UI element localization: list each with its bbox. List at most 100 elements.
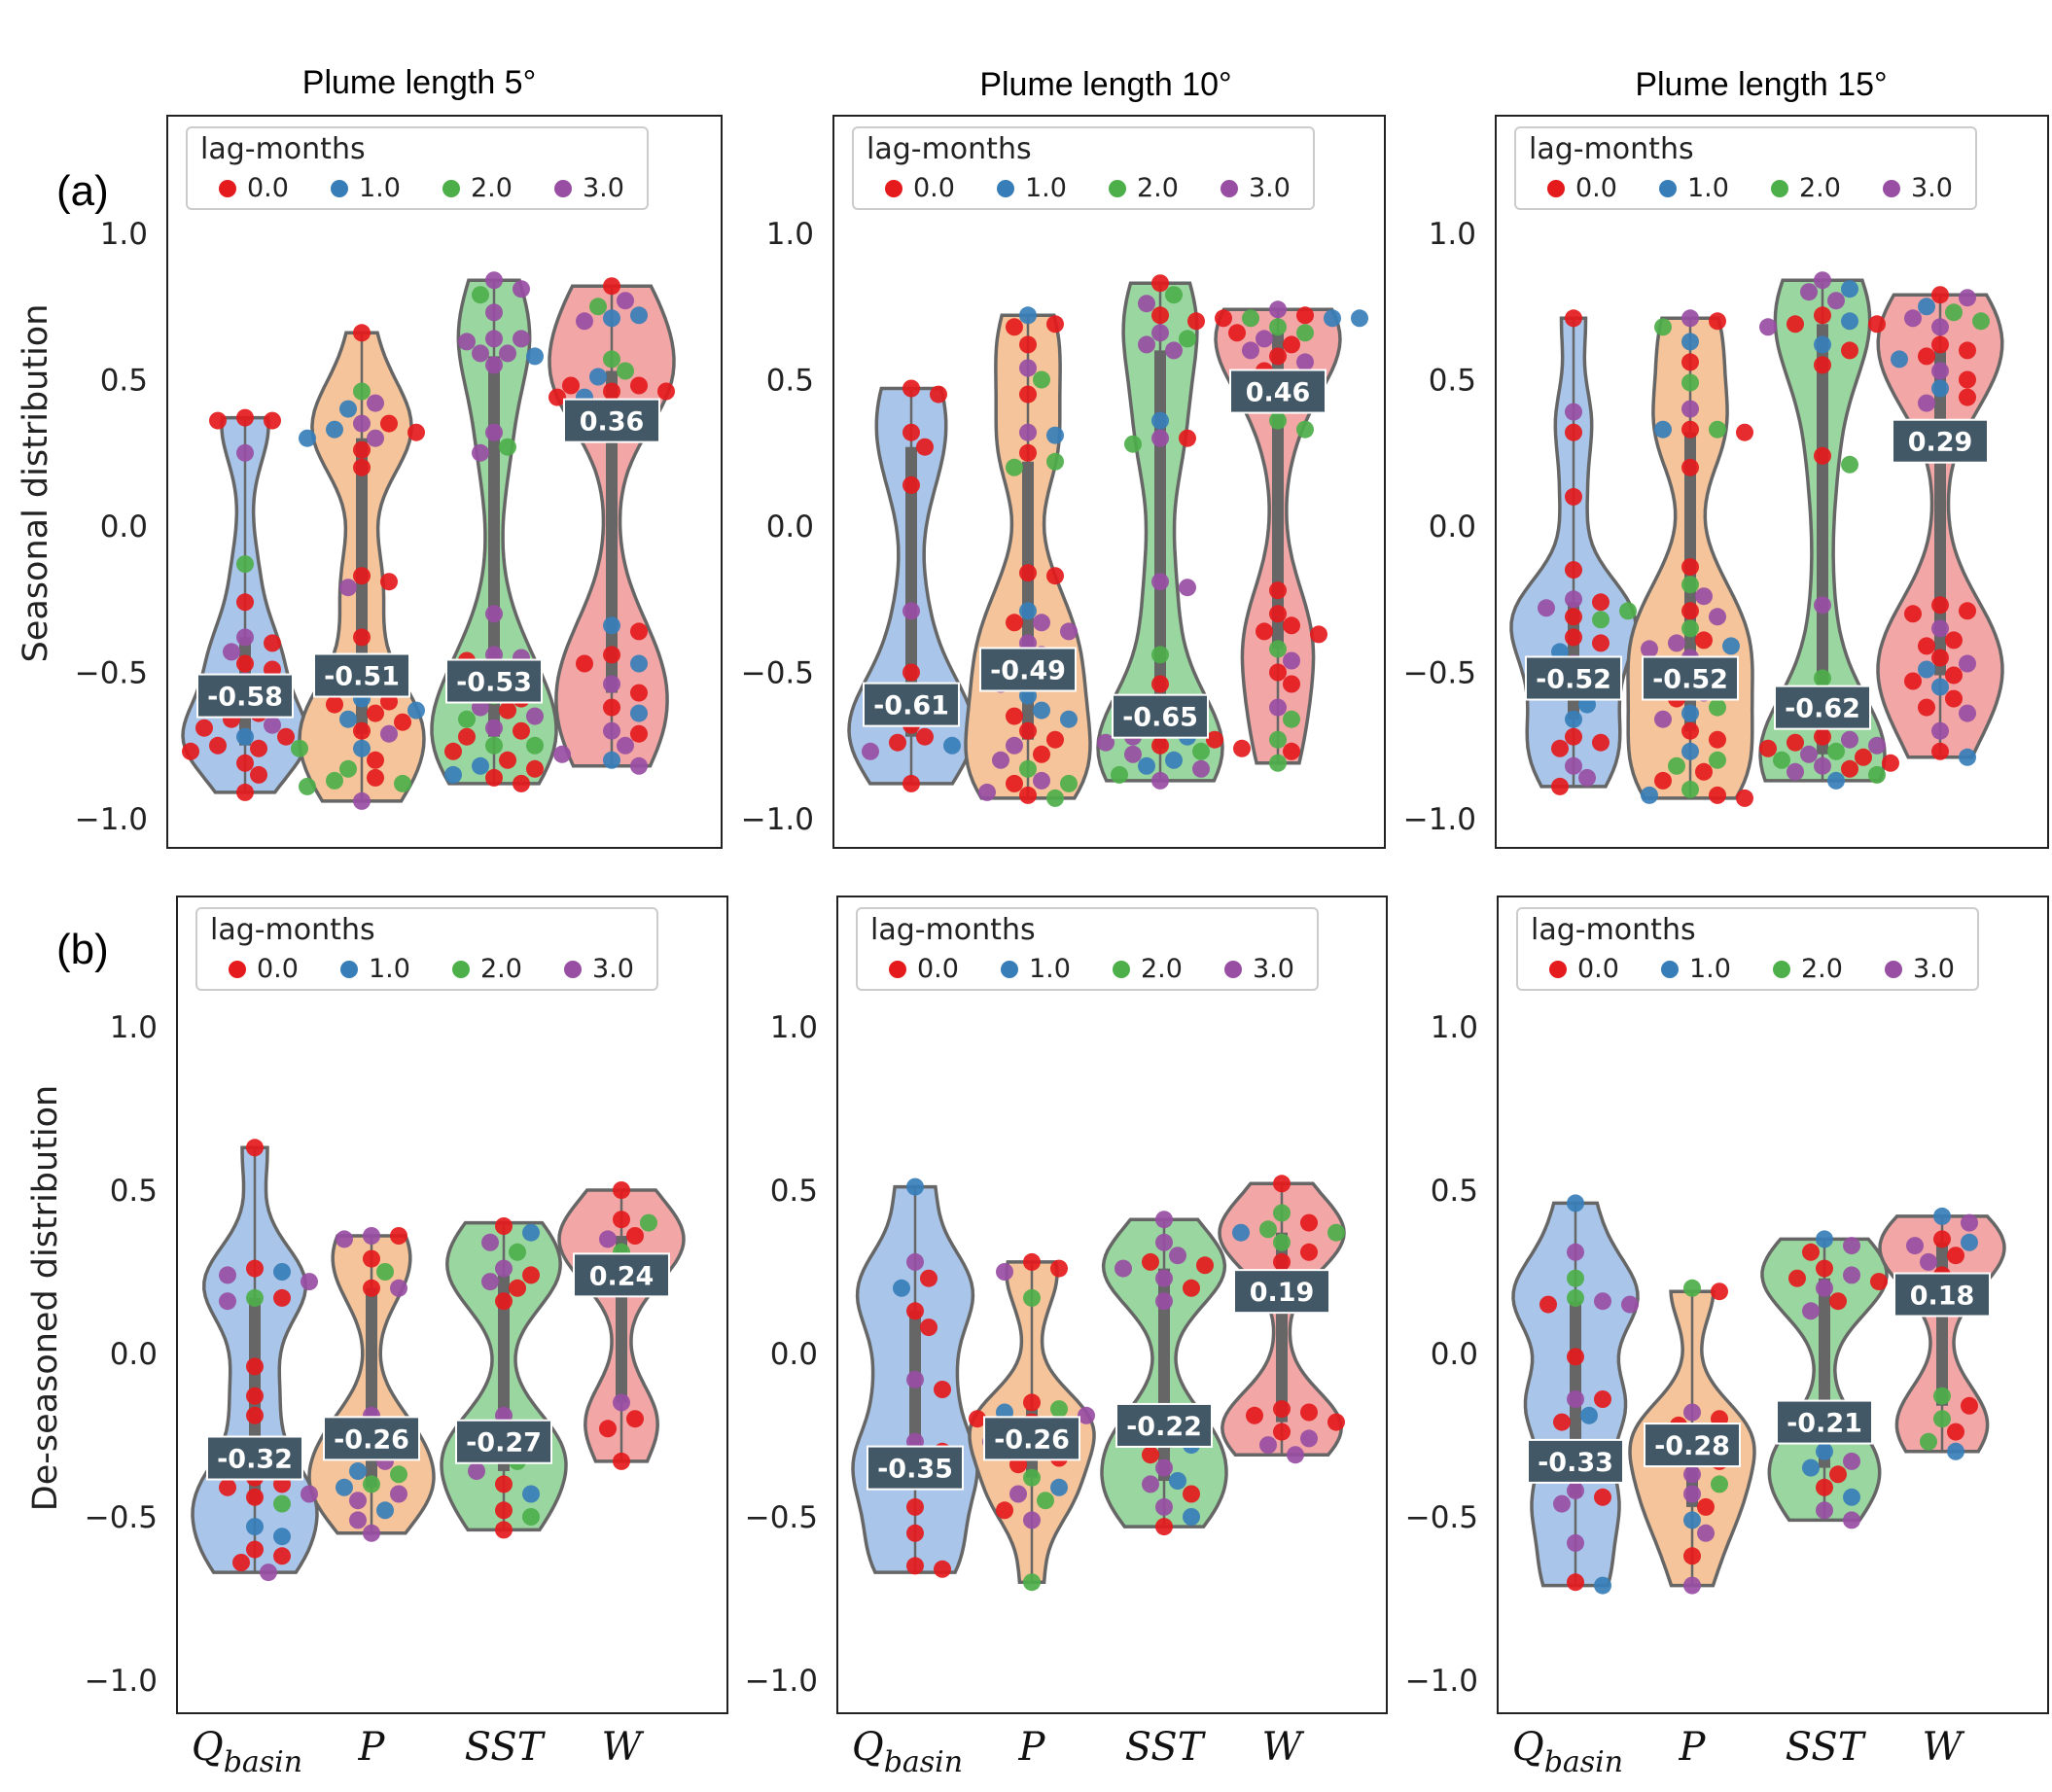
swarm-point (380, 414, 398, 433)
swarm-point (1155, 1211, 1173, 1229)
swarm-point (630, 684, 648, 702)
swarm-point (1841, 280, 1858, 299)
swarm-point (363, 1524, 380, 1542)
swarm-point (1931, 379, 1949, 398)
swarm-point (1855, 748, 1872, 766)
swarm-point (1681, 558, 1699, 577)
swarm-point (1206, 730, 1223, 749)
swarm-point (485, 330, 503, 348)
swarm-point (640, 1213, 657, 1232)
violin-iqr-bar (606, 370, 618, 693)
y-tick-label: −0.5 (1405, 1500, 1478, 1535)
swarm-point (1829, 1465, 1847, 1484)
swarm-point (1259, 1436, 1277, 1455)
swarm-point (1959, 654, 1976, 673)
median-label-box (1893, 1272, 1991, 1318)
median-label-box (867, 1445, 964, 1491)
swarm-point (219, 1266, 236, 1284)
swarm-point (1046, 789, 1064, 807)
swarm-point (1567, 1348, 1584, 1366)
legend-label: 1.0 (1025, 173, 1067, 203)
swarm-point (1802, 1243, 1820, 1261)
median-label-box (1233, 1269, 1330, 1315)
swarm-point (1788, 1269, 1806, 1287)
median-label-box (445, 658, 543, 704)
swarm-point (1300, 1403, 1318, 1422)
panel-frame (832, 115, 1386, 849)
swarm-point (339, 400, 357, 418)
swarm-point (1283, 675, 1300, 693)
swarm-point (630, 724, 648, 743)
swarm-point (1246, 1406, 1263, 1424)
swarm-point (1906, 1237, 1924, 1255)
swarm-point (1273, 1204, 1291, 1222)
swarm-point (301, 1273, 318, 1291)
swarm-point (1179, 579, 1196, 597)
swarm-point (1114, 1259, 1132, 1278)
legend-marker (1661, 961, 1679, 978)
swarm-point (1697, 1524, 1715, 1542)
swarm-point (1814, 306, 1831, 325)
swarm-point (1296, 353, 1314, 371)
swarm-point (603, 721, 620, 740)
swarm-point (920, 1269, 938, 1287)
legend-label: 2.0 (471, 173, 513, 203)
swarm-point (1155, 1269, 1173, 1287)
median-label-box (196, 673, 294, 719)
x-tick-label: W (601, 1725, 644, 1770)
swarm-point (472, 443, 489, 462)
swarm-point (1920, 1432, 1937, 1451)
legend-marker (452, 961, 470, 978)
swarm-point (1681, 353, 1699, 371)
swarm-point (1580, 1406, 1598, 1424)
swarm-point (906, 1252, 924, 1271)
swarm-point (1931, 286, 1949, 304)
swarm-point (1594, 1292, 1611, 1311)
swarm-point (1681, 333, 1699, 351)
swarm-point (1843, 1511, 1860, 1529)
swarm-point (1019, 564, 1037, 582)
legend-marker (1771, 180, 1788, 197)
legend-box (1514, 126, 1977, 210)
swarm-point (1351, 309, 1368, 328)
swarm-point (1033, 370, 1050, 389)
swarm-point (273, 1288, 291, 1307)
swarm-point (1931, 619, 1949, 638)
swarm-point (485, 271, 503, 290)
median-label-box (1776, 1399, 1873, 1445)
swarm-point (1868, 765, 1886, 784)
swarm-point (236, 593, 254, 612)
legend-label: 0.0 (257, 954, 299, 984)
swarm-point (363, 1475, 380, 1493)
median-label-box (573, 1252, 670, 1298)
swarm-point (209, 736, 227, 755)
swarm-point (1078, 1406, 1095, 1424)
legend-marker (229, 961, 246, 978)
swarm-point (444, 765, 462, 784)
swarm-point (1287, 1446, 1304, 1464)
swarm-point (1033, 745, 1050, 763)
swarm-point (1683, 1511, 1701, 1529)
swarm-point (1681, 602, 1699, 620)
swarm-point (1654, 318, 1672, 336)
swarm-point (1228, 324, 1246, 342)
legend-title: lag-months (1529, 132, 1694, 166)
swarm-point (1681, 458, 1699, 476)
swarm-point (1565, 561, 1582, 580)
swarm-point (1891, 350, 1908, 369)
swarm-point (1972, 312, 1990, 331)
swarm-point (485, 768, 503, 787)
swarm-point (916, 727, 934, 746)
y-tick-label: 0.0 (110, 1337, 158, 1372)
swarm-point (1802, 1302, 1820, 1320)
median-label-text: -0.52 (1652, 665, 1728, 695)
median-label-text: 0.19 (1250, 1278, 1315, 1308)
swarm-point (1050, 1400, 1068, 1419)
legend-label: 1.0 (1689, 954, 1731, 984)
swarm-point (1009, 1485, 1027, 1503)
swarm-point (472, 286, 489, 304)
y-tick-label: −1.0 (741, 802, 814, 837)
swarm-point (1592, 593, 1610, 612)
swarm-point (499, 751, 516, 769)
swarm-point (906, 1302, 924, 1320)
